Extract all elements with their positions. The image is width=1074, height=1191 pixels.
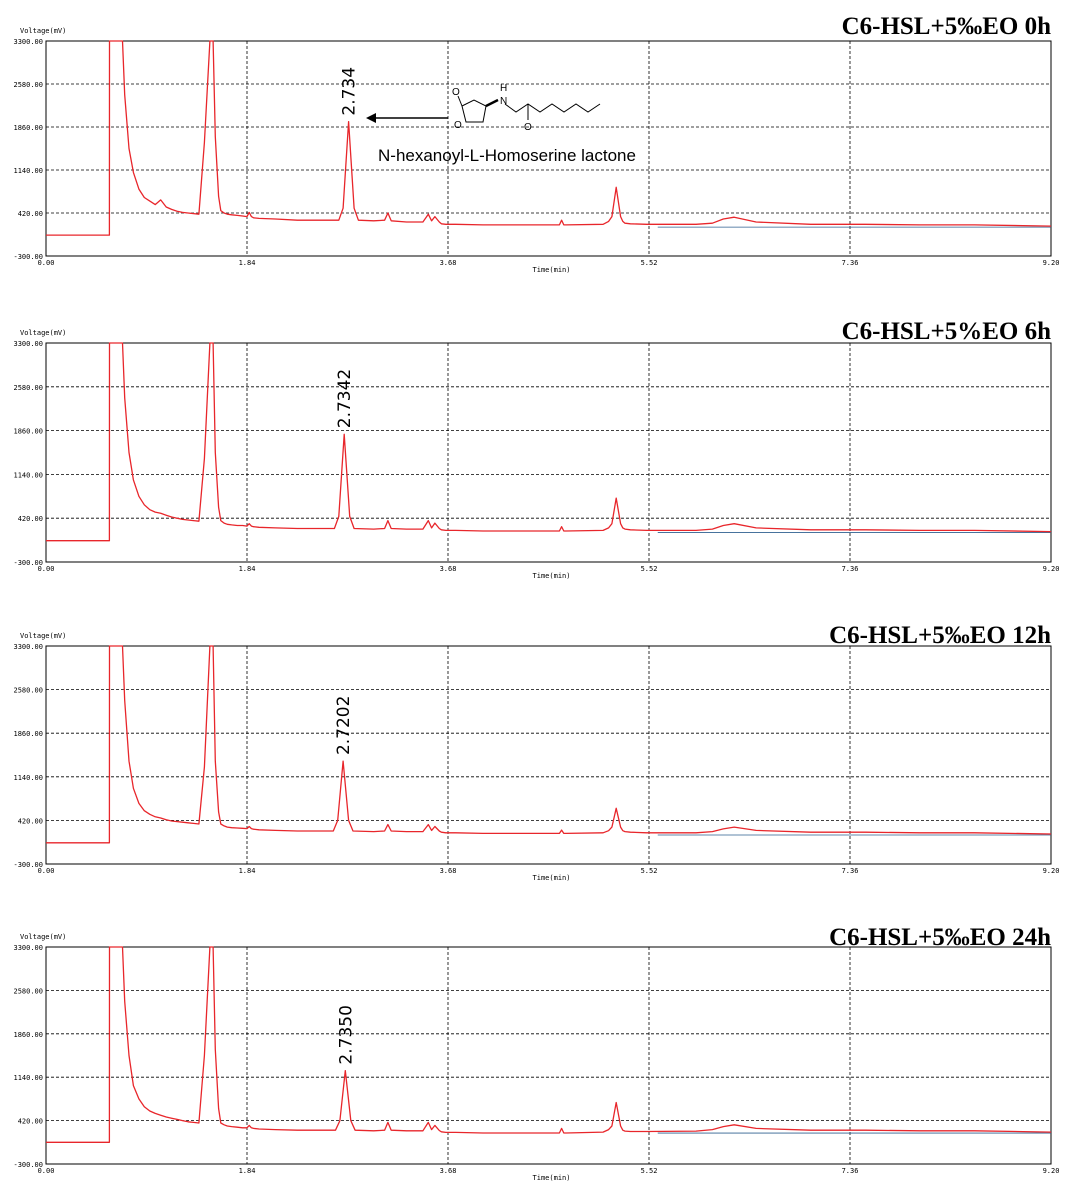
y-tick-label: 3300.00 <box>13 643 43 651</box>
y-tick-label: 420.00 <box>18 817 43 825</box>
chromatogram-trace <box>46 40 1052 236</box>
molecule-annotation: O O NH O N-hexanoyl-L-Homoserine lactone <box>366 83 636 165</box>
x-tick-label: 9.20 <box>1043 565 1060 573</box>
x-tick-label: 5.52 <box>641 867 658 875</box>
x-tick-label: 1.84 <box>239 1167 256 1175</box>
x-tick-label: 9.20 <box>1043 259 1060 267</box>
y-axis-title: Voltage(mV) <box>20 632 66 640</box>
carbonyl-bond <box>457 95 463 107</box>
x-tick-label: 1.84 <box>239 259 256 267</box>
wedge-bond <box>485 98 499 108</box>
x-tick-label: 7.36 <box>842 259 859 267</box>
x-tick-label: 9.20 <box>1043 867 1060 875</box>
arrow-head-icon <box>366 113 376 123</box>
y-tick-label: 1140.00 <box>13 167 43 175</box>
x-tick-label: 3.68 <box>440 867 457 875</box>
y-tick-label: 1140.00 <box>13 774 43 782</box>
plot-frame <box>45 645 1052 865</box>
panel-title: C6-HSL+5‰EO 24h <box>829 924 1051 951</box>
y-tick-label: 420.00 <box>18 515 43 523</box>
plot-frame <box>45 40 1052 257</box>
x-tick-label: 5.52 <box>641 565 658 573</box>
nitrogen-atom: N <box>500 96 507 107</box>
oxygen-atom: O <box>524 122 532 133</box>
y-tick-label: 3300.00 <box>13 38 43 46</box>
y-tick-label: -300.00 <box>13 559 43 567</box>
x-axis-title: Time(min) <box>533 1174 571 1182</box>
x-tick-label: 3.68 <box>440 565 457 573</box>
y-axis-title: Voltage(mV) <box>20 933 66 941</box>
y-tick-label: 3300.00 <box>13 944 43 952</box>
y-axis-title: Voltage(mV) <box>20 329 66 337</box>
chart-panel-2: 3300.00 2580.00 1860.00 1140.00 420.00 -300.0… <box>13 622 1059 882</box>
panel-title: C6-HSL+5‰EO 12h <box>829 622 1051 649</box>
y-tick-label: 420.00 <box>18 1118 43 1126</box>
peak-retention-label: 2.7342 <box>335 369 355 428</box>
panel-title: C6-HSL+5‰EO 0h <box>842 13 1052 40</box>
y-tick-label: 1860.00 <box>13 730 43 738</box>
y-tick-label: 420.00 <box>18 210 43 218</box>
chromatogram-trace <box>46 645 1052 844</box>
peak-retention-label: 2.7202 <box>334 696 354 755</box>
y-tick-label: -300.00 <box>13 253 43 261</box>
x-tick-label: 5.52 <box>641 259 658 267</box>
x-tick-label: 1.84 <box>239 565 256 573</box>
y-tick-label: 2580.00 <box>13 384 43 392</box>
y-tick-label: 1860.00 <box>13 1031 43 1039</box>
y-tick-label: -300.00 <box>13 1161 43 1169</box>
x-tick-label: 0.00 <box>38 259 55 267</box>
chromatogram-trace <box>46 342 1052 542</box>
x-tick-label: 3.68 <box>440 1167 457 1175</box>
x-tick-label: 3.68 <box>440 259 457 267</box>
y-tick-label: 1860.00 <box>13 428 43 436</box>
y-tick-label: 2580.00 <box>13 687 43 695</box>
x-tick-label: 0.00 <box>38 867 55 875</box>
x-tick-label: 7.36 <box>842 867 859 875</box>
panel-title: C6-HSL+5%EO 6h <box>842 318 1052 345</box>
x-axis-title: Time(min) <box>533 266 571 274</box>
lactone-ring-icon <box>461 99 487 123</box>
y-axis-title: Voltage(mV) <box>20 27 66 35</box>
y-tick-label: -300.00 <box>13 861 43 869</box>
chromatogram-trace <box>46 946 1052 1143</box>
x-tick-label: 7.36 <box>842 1167 859 1175</box>
x-axis-title: Time(min) <box>533 572 571 580</box>
x-tick-label: 0.00 <box>38 565 55 573</box>
chart-panel-3: 3300.00 2580.00 1860.00 1140.00 420.00 -300.0… <box>13 924 1059 1182</box>
plot-frame <box>45 342 1052 563</box>
oxygen-atom: O <box>452 87 460 98</box>
x-tick-label: 9.20 <box>1043 1167 1060 1175</box>
x-tick-label: 1.84 <box>239 867 256 875</box>
x-tick-label: 5.52 <box>641 1167 658 1175</box>
y-tick-label: 1140.00 <box>13 1074 43 1082</box>
peak-retention-label: 2.734 <box>340 67 360 116</box>
hydrogen-atom: H <box>500 83 507 94</box>
x-tick-label: 7.36 <box>842 565 859 573</box>
y-tick-label: 2580.00 <box>13 81 43 89</box>
y-tick-label: 2580.00 <box>13 987 43 995</box>
y-tick-label: 3300.00 <box>13 340 43 348</box>
acyl-chain-icon <box>504 103 601 113</box>
plot-frame <box>45 946 1052 1165</box>
oxygen-atom: O <box>454 120 462 131</box>
x-axis-title: Time(min) <box>533 874 571 882</box>
peak-retention-label: 2.7350 <box>336 1005 356 1064</box>
chart-panel-1: 3300.00 2580.00 1860.00 1140.00 420.00 -300.0… <box>13 318 1059 580</box>
y-tick-label: 1140.00 <box>13 471 43 479</box>
chart-panel-0: 3300.00 2580.00 1860.00 1140.00 420.00 -300.0… <box>13 13 1059 274</box>
molecule-name-label: N-hexanoyl-L-Homoserine lactone <box>378 146 636 165</box>
x-tick-label: 0.00 <box>38 1167 55 1175</box>
y-tick-label: 1860.00 <box>13 124 43 132</box>
